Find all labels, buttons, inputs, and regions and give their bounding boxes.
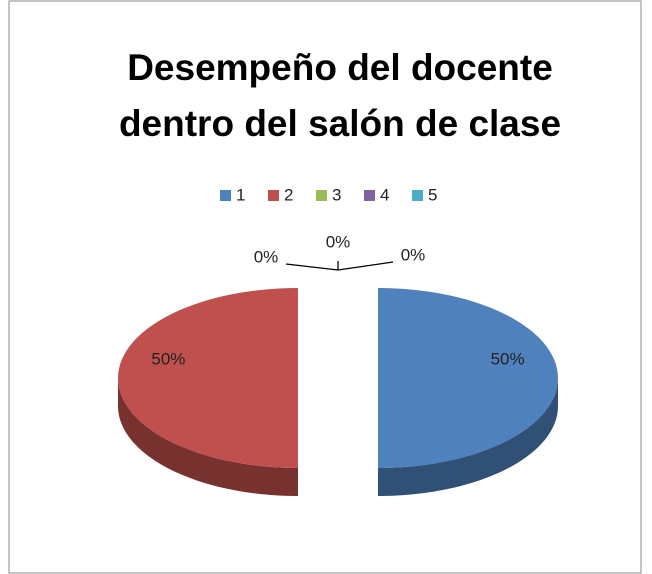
slice-side-shade xyxy=(118,378,298,496)
data-label: 0% xyxy=(326,232,351,251)
slice-side xyxy=(378,378,558,496)
chart-title: Desempeño del docente dentro del salón d… xyxy=(118,47,562,144)
legend-label: 4 xyxy=(380,185,389,204)
legend-label: 3 xyxy=(332,185,341,204)
slice-side-shade xyxy=(378,378,558,496)
legend-label: 2 xyxy=(284,185,293,204)
legend-label: 5 xyxy=(428,185,437,204)
chart-border xyxy=(8,0,642,574)
slice xyxy=(118,288,298,468)
leader-line xyxy=(337,261,394,271)
slice xyxy=(378,288,558,468)
data-label: 50% xyxy=(491,349,525,368)
legend-swatch xyxy=(412,190,423,201)
data-label: 50% xyxy=(151,349,185,368)
legend-swatch xyxy=(268,190,279,201)
slice-side xyxy=(118,378,298,496)
legend-label: 1 xyxy=(236,185,245,204)
data-label: 0% xyxy=(254,247,279,266)
legend-swatch xyxy=(364,190,375,201)
legend-swatch xyxy=(220,190,231,201)
data-label: 0% xyxy=(401,245,426,264)
leader-line xyxy=(285,263,339,271)
legend-swatch xyxy=(316,190,327,201)
